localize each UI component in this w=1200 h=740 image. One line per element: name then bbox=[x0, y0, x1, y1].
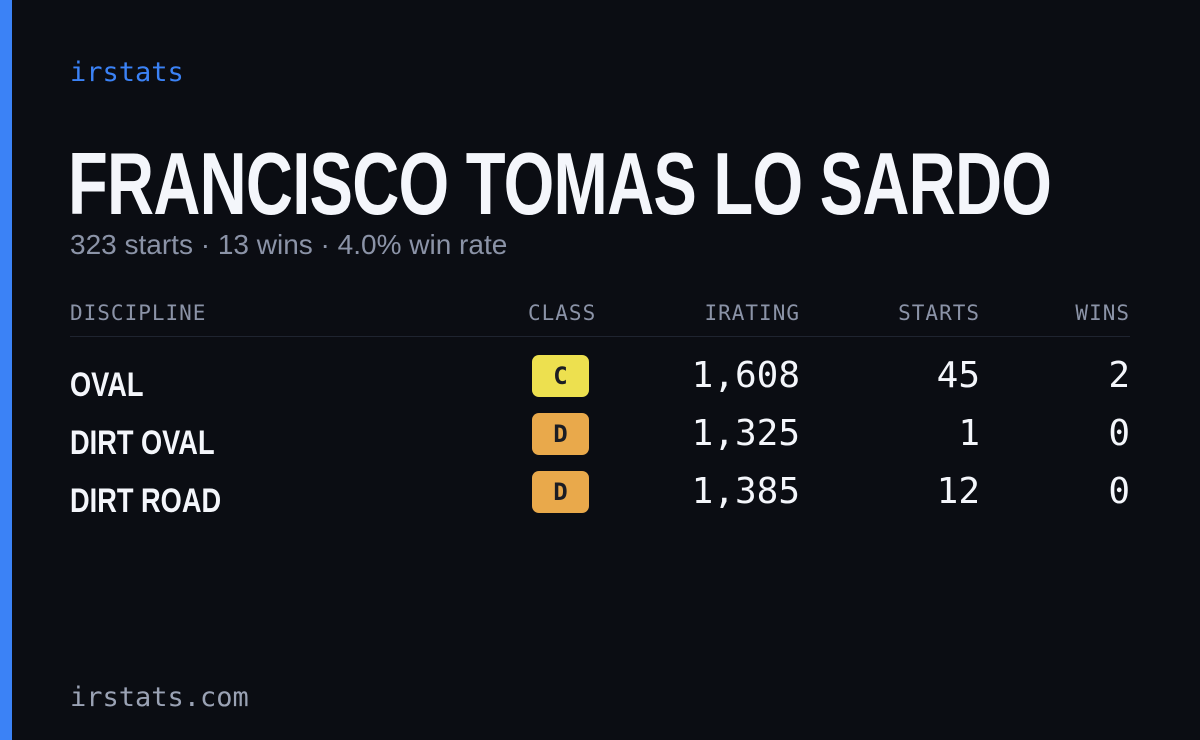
table-row: DIRT ROAD D 1,385 12 0 bbox=[70, 469, 1130, 527]
discipline-name: OVAL bbox=[70, 366, 144, 404]
discipline-name: DIRT ROAD bbox=[70, 482, 222, 520]
brand-logo[interactable]: irstats bbox=[70, 57, 184, 88]
wins-value: 0 bbox=[1108, 413, 1130, 454]
class-badge: D bbox=[532, 471, 589, 513]
starts-value: 45 bbox=[936, 355, 980, 396]
wins-value: 0 bbox=[1108, 471, 1130, 512]
header-class: CLASS bbox=[528, 301, 597, 325]
irating-value: 1,385 bbox=[691, 471, 800, 512]
class-badge: C bbox=[532, 355, 589, 397]
table-body: OVAL C 1,608 45 2 DIRT OVAL D 1,325 1 0 … bbox=[70, 353, 1130, 527]
wins-value: 2 bbox=[1108, 355, 1130, 396]
starts-value: 1 bbox=[958, 413, 980, 454]
table-row: DIRT OVAL D 1,325 1 0 bbox=[70, 411, 1130, 469]
irating-value: 1,325 bbox=[691, 413, 800, 454]
footer-url[interactable]: irstats.com bbox=[70, 682, 249, 713]
header-irating: IRATING bbox=[704, 301, 800, 325]
discipline-table: DISCIPLINE CLASS IRATING STARTS WINS OVA… bbox=[70, 296, 1130, 527]
table-row: OVAL C 1,608 45 2 bbox=[70, 353, 1130, 411]
class-badge: D bbox=[532, 413, 589, 455]
discipline-name: DIRT OVAL bbox=[70, 424, 215, 462]
table-header: DISCIPLINE CLASS IRATING STARTS WINS bbox=[70, 296, 1130, 337]
starts-value: 12 bbox=[936, 471, 980, 512]
driver-summary: 323 starts · 13 wins · 4.0% win rate bbox=[70, 229, 508, 260]
irating-value: 1,608 bbox=[691, 355, 800, 396]
header-starts: STARTS bbox=[898, 301, 980, 325]
header-wins: WINS bbox=[1075, 301, 1130, 325]
header-discipline: DISCIPLINE bbox=[70, 301, 207, 325]
accent-bar bbox=[0, 0, 12, 740]
driver-name: FRANCISCO TOMAS LO SARDO bbox=[68, 134, 1052, 233]
